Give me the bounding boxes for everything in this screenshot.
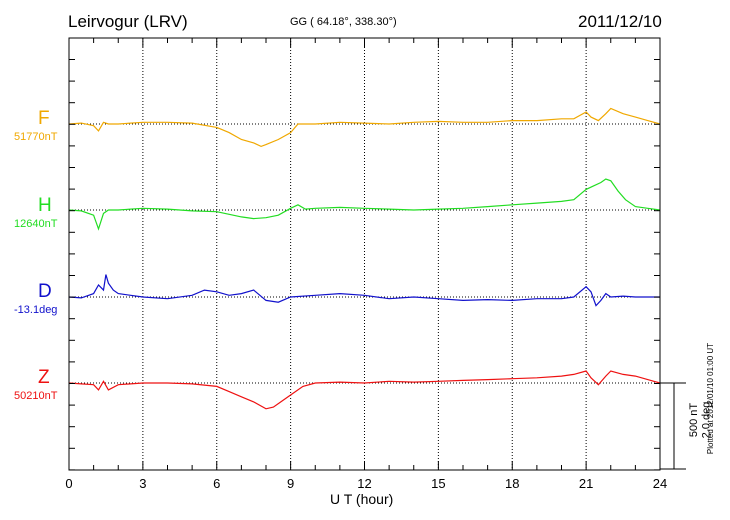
- scale-bar: [660, 382, 686, 470]
- baselines: [69, 123, 660, 384]
- x-axis-label: U T (hour): [330, 491, 394, 507]
- station-coordinates: GG ( 64.18°, 338.30°): [290, 16, 397, 28]
- series-line-f: [68, 107, 661, 148]
- x-tick-label-21: 21: [579, 476, 593, 491]
- grid: [142, 38, 587, 470]
- series-baseline-f: 51770nT: [14, 131, 58, 143]
- x-tick-label-6: 6: [213, 476, 220, 491]
- series-label-h: H: [38, 195, 52, 216]
- series-baseline-d: -13.1deg: [14, 304, 58, 316]
- x-tick-label-9: 9: [287, 476, 294, 491]
- series-lines: [68, 107, 661, 410]
- series-line-z: [68, 370, 661, 410]
- scale-label-nt: 500 nT: [688, 402, 701, 438]
- x-tick-label-15: 15: [431, 476, 445, 491]
- series-baseline-h: 12640nT: [14, 218, 58, 230]
- plotted-timestamp: Plotted at 2012/01/10 01:00 UT: [706, 342, 716, 455]
- series-label-f: F: [38, 108, 50, 129]
- x-tick-label-18: 18: [505, 476, 519, 491]
- axes: 0 3 6 9 12 15 18 21 24: [65, 37, 667, 491]
- series-line-d: [68, 274, 660, 307]
- x-tick-label-24: 24: [653, 476, 667, 491]
- x-tick-label-0: 0: [65, 476, 72, 491]
- station-title: Leirvogur (LRV): [68, 12, 188, 31]
- series-label-z: Z: [38, 367, 50, 388]
- series-label-d: D: [38, 281, 52, 302]
- x-tick-label-12: 12: [357, 476, 371, 491]
- series-baseline-z: 50210nT: [14, 390, 58, 402]
- chart-date: 2011/12/10: [578, 12, 662, 31]
- x-tick-label-3: 3: [139, 476, 146, 491]
- series-line-h: [68, 178, 661, 231]
